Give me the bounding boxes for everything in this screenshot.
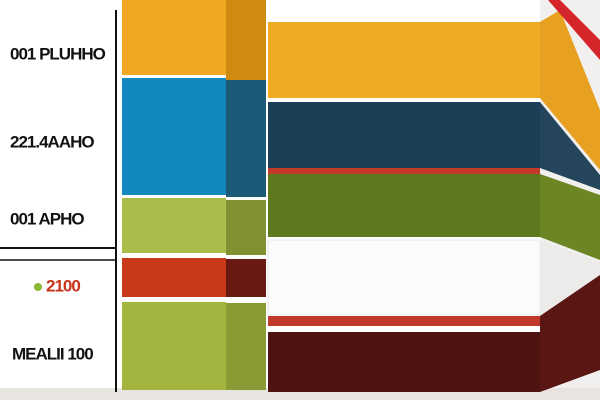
block-teal xyxy=(268,102,540,168)
block-side xyxy=(540,174,600,260)
block-stripe xyxy=(268,168,540,174)
block-side xyxy=(540,275,600,392)
block-orange xyxy=(122,0,226,75)
block-blue xyxy=(122,78,226,195)
block-white xyxy=(267,239,541,316)
label: 001 PLUHHO xyxy=(10,44,106,63)
block-green xyxy=(122,198,226,253)
block-side xyxy=(226,303,266,390)
block-side xyxy=(226,0,266,82)
label: 221.4AAHO xyxy=(10,132,94,151)
block-side xyxy=(226,200,266,255)
label: MEALII 100 xyxy=(12,344,93,363)
block-red xyxy=(122,258,226,297)
block-stripe xyxy=(268,316,540,326)
block-side xyxy=(540,102,600,190)
block-green xyxy=(122,302,226,390)
label-dot xyxy=(34,283,42,291)
block-orange xyxy=(268,22,540,98)
label: 001 APHO xyxy=(10,209,84,228)
block-olive xyxy=(268,174,540,237)
block-side xyxy=(540,10,600,170)
block-maroon xyxy=(268,332,540,392)
block-side xyxy=(226,259,266,297)
label: 2100 xyxy=(46,276,80,295)
block-side xyxy=(226,80,266,197)
block-edge xyxy=(548,0,600,60)
